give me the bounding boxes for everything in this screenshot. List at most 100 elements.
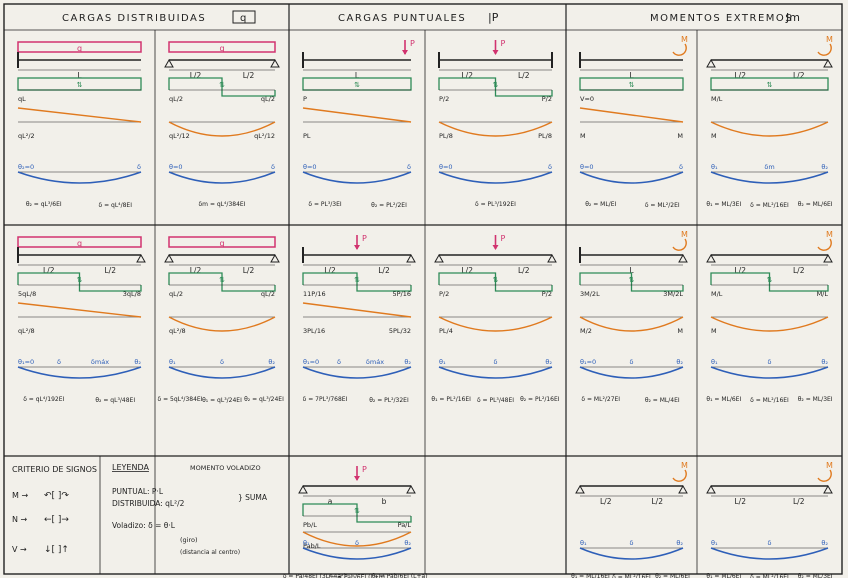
deflection-label: θ₂ bbox=[821, 358, 828, 366]
deflection-curve bbox=[302, 366, 412, 379]
load-label: M bbox=[681, 461, 688, 470]
formula: δ = qL⁴/192EI bbox=[23, 396, 64, 403]
cell-r2c6: M L/2 L/2 ⇅ M/L M/L Mθ₁ δ θ₂ θ₁ = ML/6EI δ = ML²/1… bbox=[706, 230, 833, 404]
shear-sign-icon: ⇅ bbox=[219, 276, 225, 284]
moment-diagram bbox=[168, 121, 276, 137]
formula: δ = ML²/16EI bbox=[750, 202, 789, 209]
formula: δ = ML²/16EI bbox=[750, 574, 789, 578]
deflection-curve bbox=[302, 547, 412, 560]
shear-value-left: 5qL/8 bbox=[18, 290, 36, 298]
formula: θ₁ = ML/6EI bbox=[706, 573, 741, 578]
deflection-label: δmáx bbox=[366, 358, 384, 366]
criterio-v-label: V → bbox=[12, 545, 27, 554]
formula: δ = 7PL³/768EI bbox=[303, 396, 348, 403]
formula: θ₂ = qL³/24EI bbox=[244, 396, 284, 403]
load-label: M bbox=[826, 35, 833, 44]
formula: δ = PL³/3EI bbox=[308, 201, 342, 208]
span-label: L/2 bbox=[793, 497, 805, 506]
pin-support-left bbox=[706, 253, 716, 263]
shear-sign-icon: ⇅ bbox=[77, 81, 83, 89]
shear-value-left: M/L bbox=[711, 290, 723, 298]
leyenda-panel: LEYENDA MOMENTO VOLADIZO PUNTUAL: P·L DI… bbox=[112, 463, 268, 556]
shear-diagram bbox=[168, 77, 276, 97]
moment-value-left: qL²/8 bbox=[169, 327, 186, 335]
deflection-label: θ₂ bbox=[545, 358, 552, 366]
deflection-label: δ bbox=[548, 163, 552, 171]
moment-value-left: M bbox=[711, 327, 717, 335]
span-label: L/2 bbox=[43, 266, 55, 275]
formula: θ₂ = ML/4EI bbox=[645, 397, 680, 404]
deflection-label: θ=0 bbox=[580, 163, 594, 171]
shear-diagram bbox=[168, 272, 276, 292]
leyenda-distancia: (distancia al centro) bbox=[180, 549, 240, 556]
moment-diagram bbox=[302, 302, 412, 318]
formula: θ₁ = qL³/24EI bbox=[202, 397, 242, 404]
shear-value-right: qL/2 bbox=[261, 95, 275, 103]
span-label: L/2 bbox=[652, 497, 664, 506]
deflection-curve bbox=[438, 366, 553, 379]
deflection-label: θ₂ bbox=[268, 358, 275, 366]
criterio-title: CRITERIO DE SIGNOS bbox=[12, 465, 97, 474]
deflection-label: θ₂ bbox=[676, 358, 683, 366]
deflection-label: θ₂ bbox=[821, 163, 828, 171]
deflection-label: δ bbox=[355, 539, 359, 547]
roller-support-right bbox=[270, 253, 280, 263]
cell-r2c3: P L/2 L/2 ⇅ 11P/16 5P/16 3PL/16 5PL/32 θ₁=0 δ δmáx… bbox=[302, 234, 416, 404]
formula: δ = ML²/16EI bbox=[612, 574, 651, 578]
point-load-arrowhead bbox=[354, 476, 360, 481]
cell-r2c1: q L/2 L/2 ⇅ 5qL/8 3qL/8 qL²/8 θ₁=0 δ δmáx θ₂ δ = qL… bbox=[17, 236, 146, 404]
span-label: L/2 bbox=[243, 71, 255, 80]
leyenda-subtitle: MOMENTO VOLADIZO bbox=[190, 464, 261, 472]
shear-sign-icon: ⇅ bbox=[354, 276, 360, 284]
formula: θ₂ = ML/6EI bbox=[655, 573, 690, 578]
load-label: M bbox=[681, 230, 688, 239]
span-label: L/2 bbox=[735, 497, 747, 506]
deflection-curve bbox=[168, 366, 276, 379]
deflection-label: δ bbox=[768, 539, 772, 547]
formula: θ₂ = Pab/6EI (L+a) bbox=[372, 573, 428, 578]
shear-diagram bbox=[579, 272, 684, 292]
formula: δ = qL⁴/8EI bbox=[99, 202, 133, 209]
header-momentos-extremos: MOMENTOS EXTREMOS bbox=[650, 13, 793, 24]
deflection-curve bbox=[710, 366, 829, 379]
pin-support-left bbox=[164, 58, 174, 68]
point-load-arrowhead bbox=[492, 50, 499, 55]
formula: θ₁ = ML/16EI bbox=[571, 573, 610, 578]
end-moment-arc bbox=[817, 469, 832, 482]
load-label: q bbox=[77, 44, 82, 53]
shear-diagram bbox=[302, 503, 412, 523]
cell-r1c4: P L/2 L/2 ⇅ P/2 P/2 PL/8 PL/8 θ=0 δ δ = PL³/192EI bbox=[438, 39, 553, 208]
cell-r3c3: Pa b ⇅ Pb/L Pa/L Pab/Lθ₁ δ θ₂ δ = Pa/48EI (3L²-4… bbox=[283, 465, 428, 578]
load-label: q bbox=[219, 44, 224, 53]
span-label: L/2 bbox=[462, 71, 474, 80]
deflection-label: θ₁ bbox=[169, 358, 176, 366]
point-load-arrowhead bbox=[492, 245, 499, 250]
span-label: L/2 bbox=[190, 266, 202, 275]
shear-sign-icon: ⇅ bbox=[354, 81, 360, 89]
deflection-curve bbox=[17, 171, 142, 184]
shear-diagram bbox=[438, 77, 553, 97]
shear-value-left: P/2 bbox=[439, 290, 449, 298]
shear-sign-icon: ⇅ bbox=[493, 81, 499, 89]
span-label: L/2 bbox=[793, 71, 805, 80]
shear-sign-icon: ⇅ bbox=[767, 276, 773, 284]
shear-value-right: P/2 bbox=[542, 290, 552, 298]
span-label: L/2 bbox=[518, 71, 530, 80]
pin-support-left bbox=[706, 484, 716, 494]
shear-value-left: Pb/L bbox=[303, 521, 317, 529]
deflection-label: θ₂ bbox=[404, 539, 411, 547]
formula: θ₂ = ML/3EI bbox=[798, 396, 833, 403]
formula: δ = PL³/192EI bbox=[475, 201, 516, 208]
span-label: L/2 bbox=[600, 497, 612, 506]
deflection-curve bbox=[17, 366, 142, 379]
span-label: L/2 bbox=[190, 71, 202, 80]
deflection-label: θ₂ bbox=[404, 358, 411, 366]
formula: θ₂ = PL²/16EI bbox=[520, 396, 560, 403]
shear-value-left: 3M/2L bbox=[580, 290, 600, 298]
shear-sign-icon: ⇅ bbox=[354, 507, 360, 515]
roller-support-right bbox=[406, 253, 416, 263]
